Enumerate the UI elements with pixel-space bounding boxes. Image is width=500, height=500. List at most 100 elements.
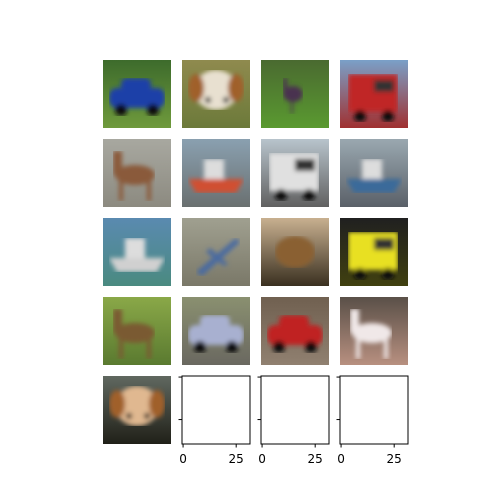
window	[374, 80, 394, 92]
roof	[121, 78, 151, 92]
eye	[144, 413, 150, 419]
wing	[206, 248, 228, 266]
image	[261, 218, 329, 286]
window	[295, 159, 315, 171]
axes-frame	[260, 375, 330, 445]
body	[115, 165, 155, 185]
image	[261, 139, 329, 207]
subject	[348, 74, 398, 122]
wheel	[115, 104, 127, 116]
subject	[283, 78, 303, 114]
image	[103, 218, 171, 286]
image	[182, 297, 250, 365]
subject	[109, 78, 165, 116]
image	[340, 218, 408, 286]
cab	[269, 153, 319, 191]
ear	[149, 390, 165, 418]
leg	[384, 337, 388, 359]
image	[182, 218, 250, 286]
hull	[346, 179, 402, 193]
subject	[188, 315, 244, 353]
eye	[126, 413, 132, 419]
x-tick-label: 25	[308, 452, 323, 466]
leg	[147, 179, 151, 201]
x-tick-label: 25	[387, 452, 402, 466]
cab	[348, 74, 398, 112]
subject	[196, 238, 240, 276]
image	[103, 139, 171, 207]
wheel	[226, 341, 238, 353]
body	[109, 88, 165, 108]
image	[103, 376, 171, 444]
body	[188, 325, 244, 345]
roof	[279, 315, 309, 329]
subject	[269, 153, 319, 201]
wheel	[273, 341, 285, 353]
leg	[356, 337, 360, 359]
leg	[291, 100, 293, 114]
subject	[113, 151, 155, 201]
image	[103, 297, 171, 365]
body	[115, 323, 155, 343]
x-tick-label: 25	[229, 452, 244, 466]
hull	[188, 179, 244, 193]
subject	[188, 70, 244, 110]
subject	[267, 315, 323, 353]
subject	[275, 236, 315, 268]
body	[283, 86, 303, 102]
cab	[348, 232, 398, 270]
leg	[119, 337, 123, 359]
wheel	[194, 341, 206, 353]
image	[182, 139, 250, 207]
wheel	[354, 110, 366, 122]
body	[267, 325, 323, 345]
subject	[348, 232, 398, 280]
wheel	[382, 110, 394, 122]
x-tick-label: 0	[179, 452, 187, 466]
image	[103, 60, 171, 128]
neck	[350, 309, 359, 333]
x-tick-label: 0	[258, 452, 266, 466]
hull	[109, 258, 165, 272]
eye	[223, 97, 229, 103]
image	[340, 60, 408, 128]
subject	[188, 159, 244, 193]
ear	[188, 74, 204, 102]
wheel	[354, 268, 366, 280]
window	[374, 238, 394, 250]
eye	[205, 97, 211, 103]
wheel	[303, 189, 315, 201]
image	[340, 297, 408, 365]
subject	[275, 236, 315, 268]
subject	[109, 386, 165, 426]
image	[340, 139, 408, 207]
axes-frame	[181, 375, 251, 445]
subject	[113, 309, 155, 359]
cabin	[125, 238, 145, 258]
image	[261, 297, 329, 365]
wheel	[275, 189, 287, 201]
roof	[200, 315, 230, 329]
cabin	[362, 159, 382, 179]
cabin	[204, 159, 224, 179]
leg	[147, 337, 151, 359]
neck	[113, 151, 122, 175]
subject	[350, 309, 392, 359]
neck	[113, 309, 122, 333]
x-tick-label: 0	[337, 452, 345, 466]
background	[182, 218, 250, 286]
image-grid	[103, 60, 408, 444]
ear	[228, 74, 244, 102]
ear	[109, 390, 125, 418]
wheel	[382, 268, 394, 280]
empty-axes: 0 25 0 25 0 25	[178, 375, 409, 466]
subject	[109, 238, 165, 272]
subject	[346, 159, 402, 193]
wheel	[305, 341, 317, 353]
image	[261, 60, 329, 128]
axes-frame	[339, 375, 409, 445]
body	[352, 323, 392, 343]
leg	[119, 179, 123, 201]
wheel	[147, 104, 159, 116]
